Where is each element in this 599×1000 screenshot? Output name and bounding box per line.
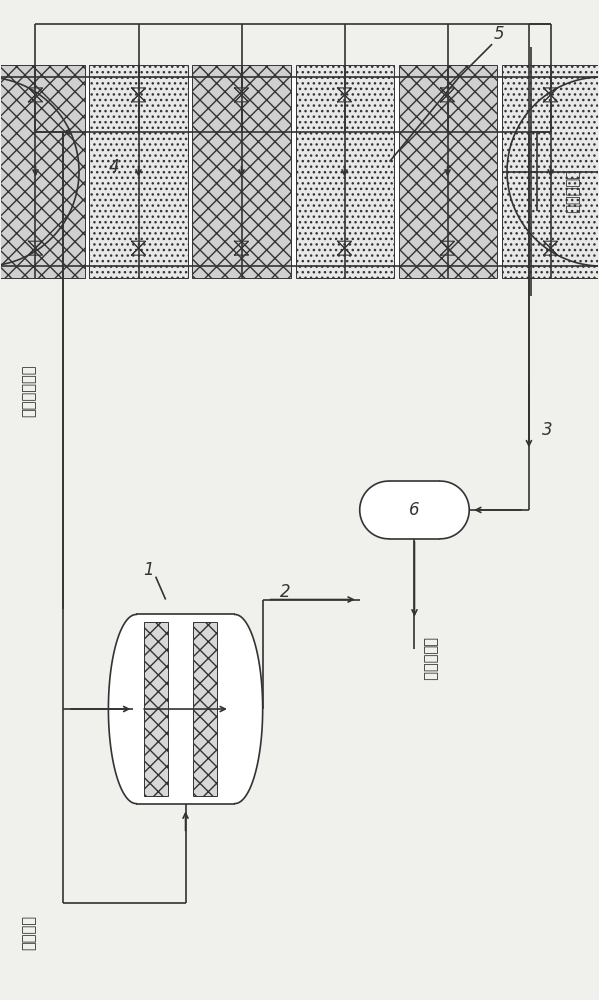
Text: 5: 5 xyxy=(494,25,504,43)
Text: 4: 4 xyxy=(108,158,119,176)
Text: 循环烃产物流: 循环烃产物流 xyxy=(22,364,37,417)
Ellipse shape xyxy=(360,481,418,539)
Ellipse shape xyxy=(507,77,599,266)
FancyBboxPatch shape xyxy=(501,65,599,278)
FancyBboxPatch shape xyxy=(136,614,235,804)
FancyBboxPatch shape xyxy=(389,481,440,539)
Text: 第二产物流: 第二产物流 xyxy=(564,170,579,213)
FancyBboxPatch shape xyxy=(398,65,497,278)
Text: 2: 2 xyxy=(280,583,291,601)
FancyBboxPatch shape xyxy=(295,65,394,278)
FancyBboxPatch shape xyxy=(0,65,84,278)
Ellipse shape xyxy=(0,77,79,266)
Text: 1: 1 xyxy=(143,561,154,579)
Text: 3: 3 xyxy=(541,421,552,439)
Ellipse shape xyxy=(207,614,263,804)
FancyBboxPatch shape xyxy=(193,622,217,796)
FancyBboxPatch shape xyxy=(0,77,599,266)
Text: 6: 6 xyxy=(409,501,420,519)
Text: 第一产物流: 第一产物流 xyxy=(422,637,437,681)
Ellipse shape xyxy=(108,614,164,804)
FancyBboxPatch shape xyxy=(89,65,187,278)
Text: 甲醇进料: 甲醇进料 xyxy=(22,915,37,950)
FancyBboxPatch shape xyxy=(192,65,291,278)
FancyBboxPatch shape xyxy=(144,622,168,796)
Ellipse shape xyxy=(412,481,469,539)
